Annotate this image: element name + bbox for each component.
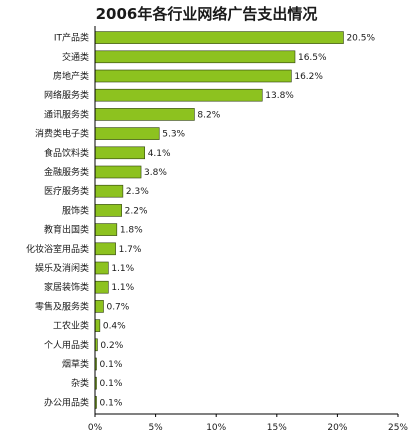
category-label: 医疗服务类	[44, 185, 89, 197]
data-label: 3.8%	[144, 168, 167, 178]
data-label: 20.5%	[346, 34, 375, 44]
data-label: 0.1%	[100, 379, 123, 389]
data-label: 0.2%	[100, 341, 123, 351]
category-label: 零售及服务类	[35, 300, 89, 312]
bar	[94, 108, 195, 121]
category-label: 工农业类	[53, 320, 89, 332]
bar	[94, 280, 109, 294]
data-label: 13.8%	[265, 91, 294, 101]
bar	[94, 223, 118, 236]
category-label: 娱乐及消闲类	[35, 262, 89, 274]
data-label: 8.2%	[197, 110, 220, 120]
category-label: 网络服务类	[44, 89, 89, 101]
bar	[94, 50, 296, 64]
category-label: 金融服务类	[44, 166, 89, 178]
data-label: 0.1%	[100, 398, 123, 408]
category-label: 个人用品类	[44, 339, 89, 351]
bar	[94, 184, 124, 198]
x-tick-label: 25%	[388, 423, 408, 431]
data-label: 0.4%	[103, 322, 126, 332]
data-label: 1.8%	[120, 226, 143, 236]
category-label: 消费类电子类	[35, 128, 89, 140]
bar	[94, 261, 109, 275]
bar	[94, 242, 116, 256]
data-label: 2.2%	[125, 206, 148, 216]
bar	[94, 319, 101, 332]
bar	[94, 127, 160, 140]
category-label: 食品饮料类	[44, 147, 89, 159]
category-label: 烟草类	[62, 358, 89, 370]
data-label: 4.1%	[148, 149, 171, 159]
bar	[94, 146, 145, 160]
data-label: 1.7%	[119, 245, 142, 255]
x-tick-label: 10%	[206, 423, 226, 431]
data-label: 2.3%	[126, 187, 149, 197]
x-tick-label: 5%	[148, 423, 163, 431]
data-label: 16.2%	[294, 72, 323, 82]
data-label: 5.3%	[162, 130, 185, 140]
category-label: 家居装饰类	[44, 281, 89, 293]
bar	[94, 204, 122, 217]
x-tick-label: 0%	[88, 423, 103, 431]
data-label: 1.1%	[111, 264, 134, 274]
bar	[94, 300, 104, 313]
chart-title: 2006年各行业网络广告支出情况	[95, 5, 318, 23]
data-label: 16.5%	[298, 53, 327, 63]
category-label: 交通类	[62, 51, 89, 63]
data-label: 1.1%	[111, 283, 134, 293]
category-label: 杂类	[71, 377, 89, 389]
x-tick-label: 15%	[267, 423, 287, 431]
category-label: 办公用品类	[44, 396, 89, 408]
bar	[94, 31, 344, 44]
data-label: 0.7%	[106, 302, 129, 312]
bar	[94, 88, 263, 102]
x-tick-label: 20%	[327, 423, 347, 431]
category-label: 房地产类	[53, 70, 89, 82]
category-label: 服饰类	[62, 204, 89, 216]
category-label: 通讯服务类	[44, 108, 89, 120]
bar	[94, 165, 142, 179]
category-label: 教育出国类	[44, 224, 89, 236]
data-label: 0.1%	[100, 360, 123, 370]
bar	[94, 69, 292, 83]
category-label: IT产品类	[54, 32, 89, 44]
category-label: 化妆浴室用品类	[26, 243, 89, 255]
